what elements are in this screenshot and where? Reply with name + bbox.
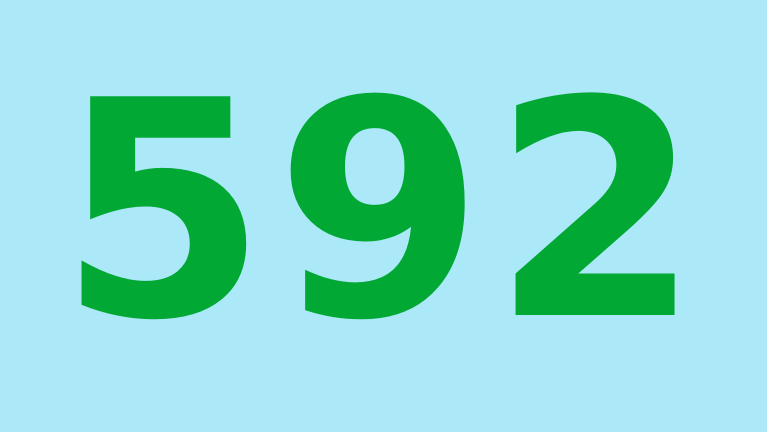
large-number: 592 [58,37,709,386]
